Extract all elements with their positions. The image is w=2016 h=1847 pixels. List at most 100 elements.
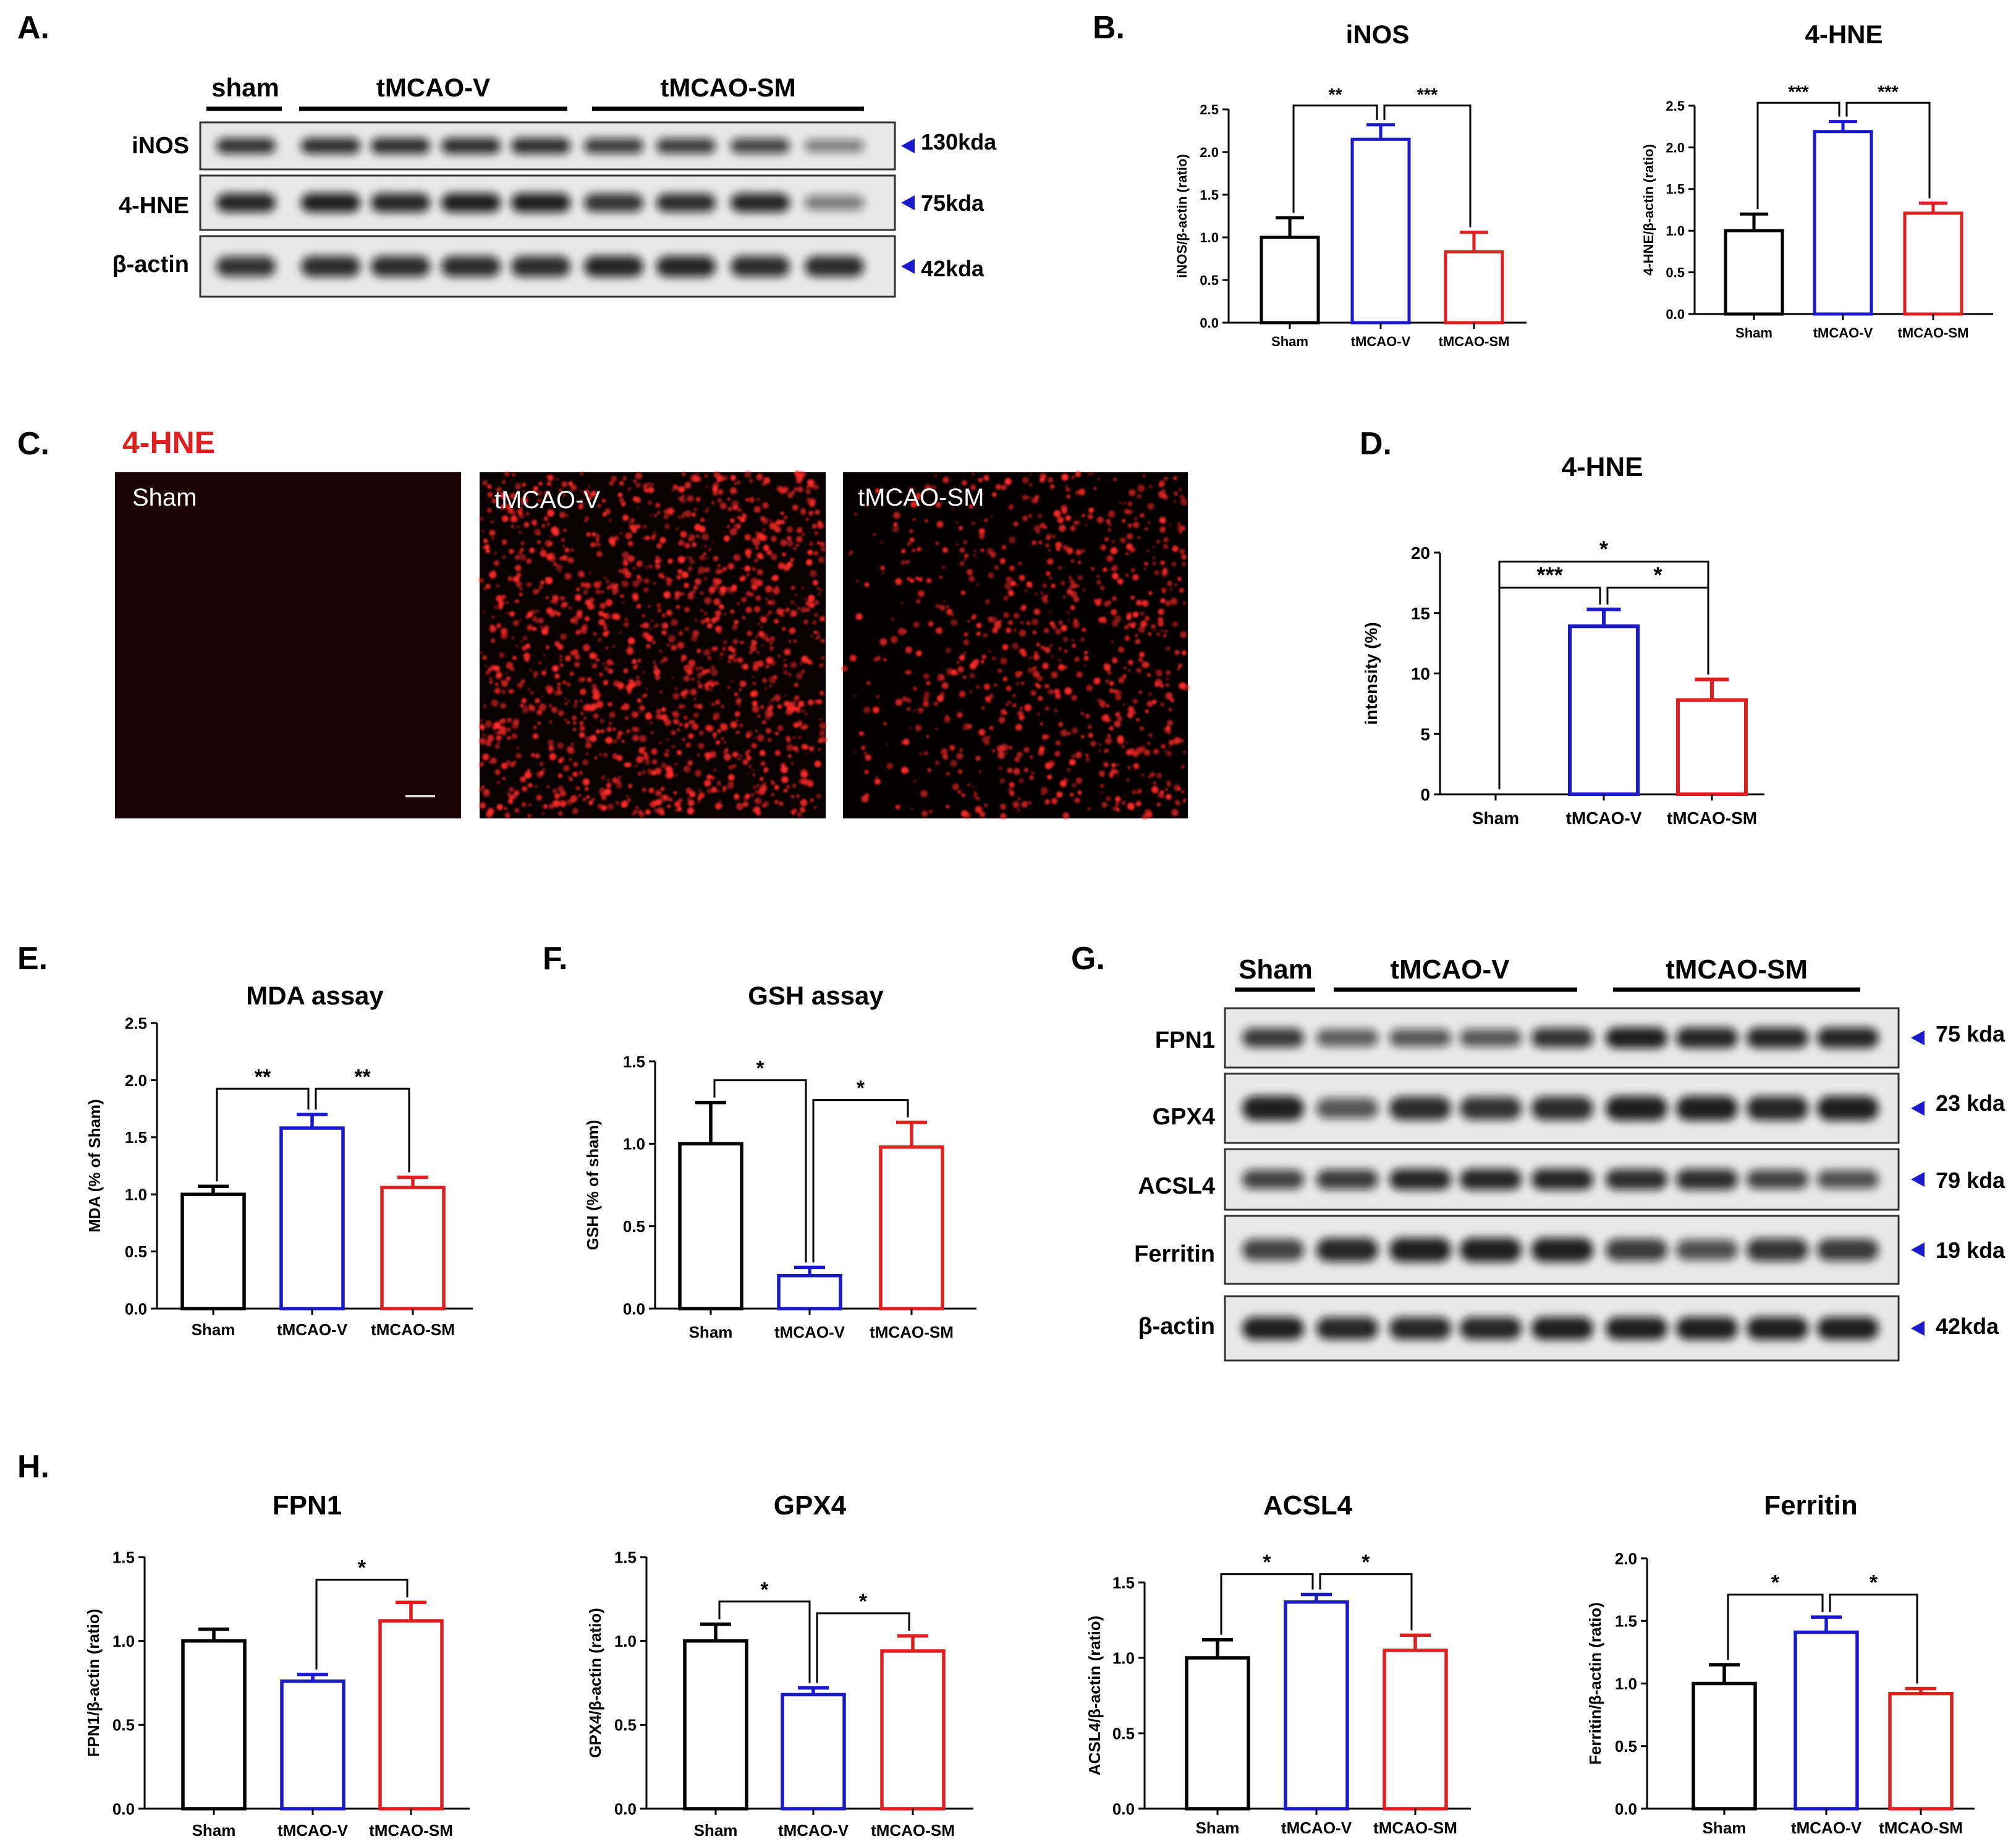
fluor-dot (627, 798, 631, 802)
fluor-dot (951, 614, 954, 617)
fluor-dot (754, 606, 761, 613)
fluor-dot (764, 585, 773, 593)
fluor-dot (1109, 556, 1112, 560)
fluor-dot (479, 802, 486, 809)
fluor-dot (727, 525, 730, 529)
fluor-dot (598, 619, 606, 626)
fluor-dot (805, 517, 809, 521)
fluor-dot (494, 769, 501, 775)
blot-band (1817, 1317, 1879, 1340)
fluor-dot (659, 742, 662, 744)
fluor-dot (812, 621, 817, 625)
significance-bracket (1606, 587, 1709, 675)
bar-tmcao-v (1350, 137, 1411, 325)
fluor-dot (791, 706, 797, 711)
fluor-dot (519, 619, 522, 621)
fluor-dot (656, 623, 659, 627)
fluor-dot (574, 661, 580, 668)
fluor-dot (1096, 575, 1099, 578)
fluor-dot (1159, 480, 1166, 486)
fluor-dot (813, 580, 818, 586)
fluor-dot (1160, 702, 1164, 707)
fluor-dot (562, 554, 568, 561)
fluor-dot (520, 588, 523, 590)
fluor-dot (960, 590, 965, 595)
fluor-dot (559, 663, 564, 668)
fluor-dot (792, 701, 797, 706)
fluor-dot (782, 552, 786, 556)
fluor-dot (572, 800, 575, 803)
fluor-dot (569, 778, 573, 781)
fluor-dot (1051, 797, 1058, 805)
fluor-dot (1085, 713, 1090, 719)
bar-tmcao-v (1567, 624, 1640, 797)
fluor-dot (667, 558, 673, 564)
fluor-dot (529, 669, 532, 672)
blot-band (1316, 1029, 1378, 1047)
y-tick-label: 0.0 (1666, 307, 1685, 322)
fluor-dot (593, 632, 597, 636)
fluor-dot (1118, 646, 1125, 653)
fluor-dot (553, 600, 558, 605)
fluor-dot (674, 687, 678, 690)
fluor-dot (502, 555, 506, 559)
fluor-dot (1061, 729, 1068, 737)
fluor-dot (490, 757, 497, 764)
fluor-dot (507, 575, 513, 582)
blot-band (1747, 1238, 1808, 1262)
fluor-dot (1061, 473, 1069, 481)
fluor-dot (959, 547, 965, 553)
fluor-dot (520, 640, 523, 643)
blot-band (1606, 1239, 1667, 1261)
fluor-dot (626, 729, 630, 734)
fluor-dot (1037, 713, 1040, 716)
fluor-dot (688, 556, 692, 561)
fluor-dot (1082, 514, 1085, 517)
y-axis-label: FPN1/β-actin (ratio) (84, 1609, 103, 1757)
fluor-dot (1003, 595, 1009, 601)
fluor-dot (608, 668, 614, 674)
fluor-dot (708, 548, 712, 551)
fluor-dot (1058, 722, 1064, 727)
fluor-dot (765, 728, 772, 734)
y-tick-label: 1.5 (112, 1548, 135, 1566)
fluor-dot (638, 711, 641, 714)
fluor-dot (508, 689, 513, 694)
fluor-dot (783, 669, 788, 675)
fluor-dot (520, 548, 524, 552)
blot-band (1242, 1239, 1304, 1261)
fluor-dot (994, 565, 999, 571)
fluor-dot (722, 789, 726, 793)
fluor-dot (1062, 545, 1069, 551)
blot-a-group-tmcao-sm: tMCAO-SM (660, 73, 795, 102)
fluor-dot (1018, 561, 1022, 566)
fluor-dot (981, 654, 987, 660)
blot-band (441, 193, 501, 213)
significance-label: * (1362, 1551, 1370, 1574)
fluor-dot (663, 794, 669, 801)
fluor-dot (590, 703, 598, 710)
y-tick-label: 2.5 (125, 1014, 147, 1032)
fluor-dot (719, 503, 727, 509)
fluor-dot (1136, 718, 1140, 722)
fluor-dot (515, 752, 522, 759)
fluor-dot (620, 707, 624, 710)
fluor-dot (705, 617, 710, 623)
fluor-dot (956, 752, 964, 760)
fluor-dot (732, 658, 738, 663)
fluor-dot (758, 532, 763, 536)
fluor-dot (777, 655, 781, 658)
fluor-dot (1130, 595, 1135, 600)
fluor-dot (494, 606, 498, 609)
fluor-dot (1036, 652, 1039, 656)
fluor-dot (784, 651, 788, 655)
fluor-dot (790, 661, 797, 668)
fluor-dot (596, 533, 600, 538)
fluor-dot (787, 540, 794, 547)
significance-bracket (315, 1087, 410, 1173)
fluor-dot (695, 496, 701, 503)
fluor-dot (731, 500, 739, 507)
fluor-dot (946, 772, 950, 776)
fluor-dot (1174, 491, 1179, 496)
bar-tmcao-v (1794, 1630, 1859, 1811)
